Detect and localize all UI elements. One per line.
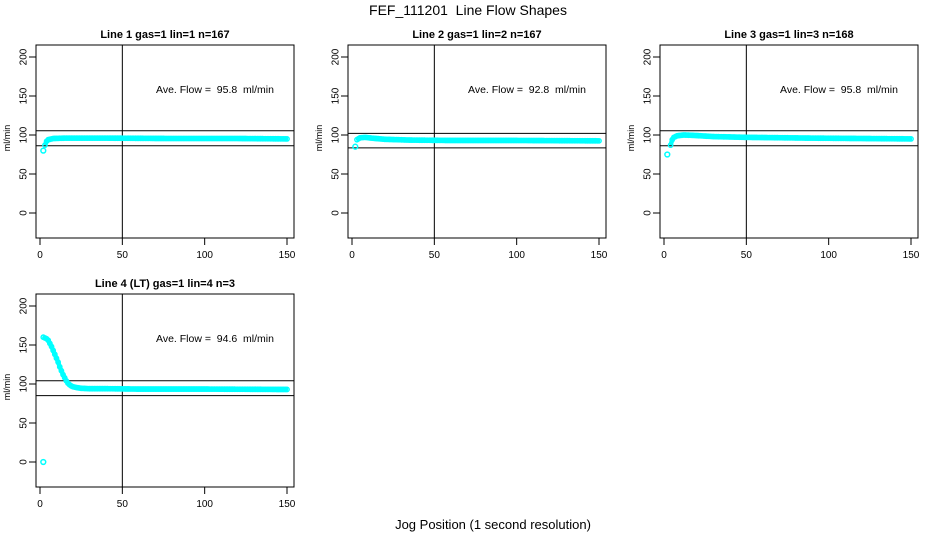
svg-text:100: 100	[331, 126, 342, 143]
panel-line-1: 0 50 100 150 200 0 50 100 150 Line 1 gas=1 lin=1…	[0, 28, 312, 278]
svg-text:0: 0	[19, 459, 30, 465]
panel-title-line-1: Line 1 gas=1 lin=1 n=167	[100, 29, 230, 41]
svg-text:50: 50	[19, 168, 30, 180]
svg-text:150: 150	[279, 250, 296, 261]
figure-title: FEF_111201 Line Flow Shapes	[369, 2, 567, 18]
y-axis-label-line-2: ml/min	[314, 124, 324, 152]
svg-text:50: 50	[331, 168, 342, 180]
svg-text:100: 100	[19, 126, 30, 143]
svg-text:0: 0	[37, 499, 43, 510]
svg-text:50: 50	[741, 250, 753, 261]
panel-title-line-2: Line 2 gas=1 lin=2 n=167	[412, 29, 542, 41]
y-axis-label-line-1: ml/min	[2, 124, 12, 152]
svg-text:50: 50	[117, 250, 129, 261]
ave-flow-annotation-line-4: Ave. Flow = 94.6 ml/min	[156, 333, 274, 345]
ave-flow-annotation-line-2: Ave. Flow = 92.8 ml/min	[468, 84, 586, 96]
panel-line-4: 0 50 100 150 200 0 50 100 150 Line 4 (LT) gas=1 …	[0, 277, 312, 527]
svg-text:0: 0	[331, 210, 342, 216]
svg-text:150: 150	[19, 87, 30, 104]
svg-text:150: 150	[903, 250, 920, 261]
svg-text:100: 100	[508, 250, 525, 261]
svg-text:0: 0	[661, 250, 667, 261]
panel-title-line-3: Line 3 gas=1 lin=3 n=168	[724, 29, 854, 41]
svg-text:50: 50	[19, 417, 30, 429]
svg-text:0: 0	[643, 210, 654, 216]
svg-text:150: 150	[591, 250, 608, 261]
plot-area-line-2: 0 50 100 150 200 0 50 100 150	[331, 44, 608, 261]
panel-title-line-4: Line 4 (LT) gas=1 lin=4 n=3	[94, 278, 236, 290]
ave-flow-annotation-line-1: Ave. Flow = 95.8 ml/min	[156, 84, 274, 96]
svg-text:50: 50	[643, 168, 654, 180]
svg-text:150: 150	[19, 336, 30, 353]
svg-text:100: 100	[196, 250, 213, 261]
plot-area-line-3: 0 50 100 150 200 0 50 100 150	[643, 44, 920, 261]
svg-text:0: 0	[349, 250, 355, 261]
y-axis-label-line-3: ml/min	[626, 124, 636, 152]
svg-text:50: 50	[429, 250, 441, 261]
svg-text:150: 150	[643, 87, 654, 104]
svg-text:200: 200	[19, 297, 30, 314]
svg-text:0: 0	[37, 250, 43, 261]
svg-text:150: 150	[331, 87, 342, 104]
ave-flow-annotation-line-3: Ave. Flow = 95.8 ml/min	[780, 84, 898, 96]
svg-text:100: 100	[196, 499, 213, 510]
svg-text:50: 50	[117, 499, 129, 510]
panel-line-2: 0 50 100 150 200 0 50 100 150 Line 2 gas=1 lin=2…	[312, 28, 624, 278]
svg-text:0: 0	[19, 210, 30, 216]
svg-text:200: 200	[19, 48, 30, 65]
svg-text:150: 150	[279, 499, 296, 510]
plot-area-line-4: 0 50 100 150 200 0 50 100 150	[19, 293, 296, 510]
y-axis-label-line-4: ml/min	[2, 373, 12, 401]
svg-text:200: 200	[643, 48, 654, 65]
svg-text:100: 100	[19, 375, 30, 392]
svg-text:200: 200	[331, 48, 342, 65]
panel-line-3: 0 50 100 150 200 0 50 100 150 Line 3 gas=1 lin=3…	[624, 28, 936, 278]
x-axis-label: Jog Position (1 second resolution)	[395, 517, 591, 532]
plot-area-line-1: 0 50 100 150 200 0 50 100 150	[19, 44, 296, 261]
svg-text:100: 100	[820, 250, 837, 261]
svg-text:100: 100	[643, 126, 654, 143]
